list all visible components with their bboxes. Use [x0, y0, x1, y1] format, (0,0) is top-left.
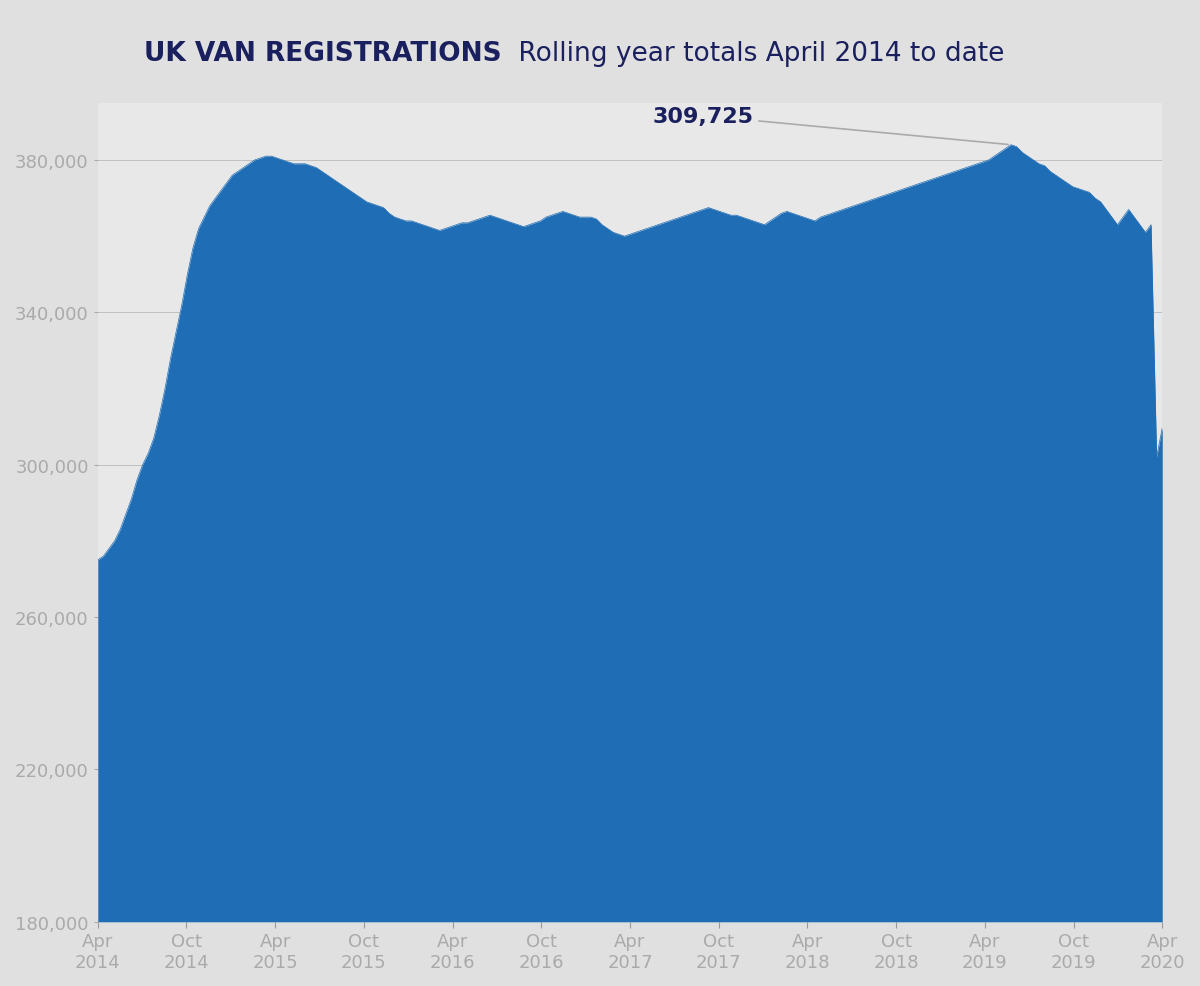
Text: UK VAN REGISTRATIONS: UK VAN REGISTRATIONS	[144, 41, 502, 67]
Text: Rolling year totals April 2014 to date: Rolling year totals April 2014 to date	[510, 41, 1004, 67]
Text: 309,725: 309,725	[653, 106, 1008, 145]
